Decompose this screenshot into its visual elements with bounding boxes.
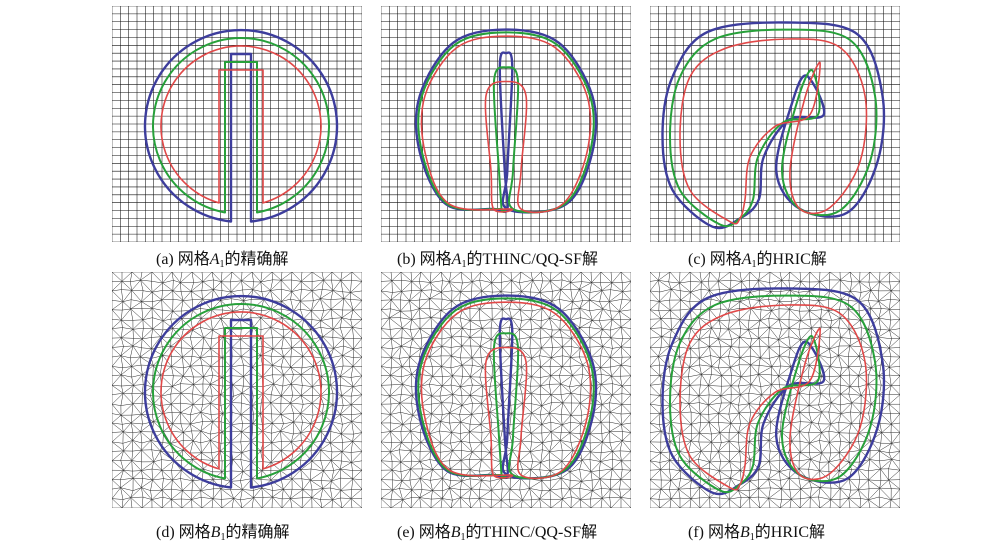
interface-outer bbox=[143, 28, 339, 223]
caption-var: A bbox=[451, 251, 462, 268]
structured-grid bbox=[650, 6, 900, 242]
caption-prefix: (f) 网格 bbox=[688, 524, 740, 541]
caption-sub: 1 bbox=[749, 532, 755, 543]
interface-inner bbox=[160, 45, 322, 204]
caption-var: B bbox=[210, 524, 221, 541]
caption-prefix: (b) 网格 bbox=[397, 251, 452, 268]
panel-b-figure bbox=[381, 6, 631, 242]
caption-d: (d) 网格B1的精确解 bbox=[156, 518, 289, 543]
interface-middle bbox=[669, 294, 878, 494]
caption-prefix: (a) 网格 bbox=[156, 251, 210, 268]
caption-prefix: (e) 网格 bbox=[397, 524, 451, 541]
caption-var: A bbox=[209, 251, 220, 268]
caption-e: (e) 网格B1的THINC/QQ-SF解 bbox=[397, 518, 597, 543]
caption-c: (c) 网格A1的HRIC解 bbox=[688, 245, 827, 270]
caption-prefix: (c) 网格 bbox=[688, 251, 742, 268]
panel-b bbox=[381, 6, 631, 242]
panel-a-figure bbox=[112, 6, 362, 242]
caption-suffix: 的精确解 bbox=[224, 251, 289, 268]
caption-var: B bbox=[450, 524, 461, 541]
interface-middle bbox=[152, 303, 330, 480]
interface-outer bbox=[414, 28, 598, 214]
caption-prefix: (d) 网格 bbox=[156, 524, 211, 541]
panel-c-figure bbox=[650, 6, 900, 242]
caption-b: (b) 网格A1的THINC/QQ-SF解 bbox=[397, 245, 598, 270]
caption-sub: 1 bbox=[461, 259, 467, 270]
panel-d bbox=[112, 272, 362, 508]
caption-suffix: 的THINC/QQ-SF解 bbox=[465, 524, 598, 541]
interface-outer bbox=[661, 287, 886, 496]
caption-suffix: 的THINC/QQ-SF解 bbox=[466, 251, 599, 268]
caption-suffix: 的HRIC解 bbox=[756, 251, 827, 268]
caption-suffix: 的精确解 bbox=[225, 524, 290, 541]
interface-outer bbox=[414, 294, 598, 480]
interface-inner bbox=[679, 304, 868, 491]
interface-outer bbox=[661, 21, 886, 230]
panel-e bbox=[381, 272, 631, 508]
triangular-mesh bbox=[650, 272, 900, 508]
interface-inner bbox=[160, 311, 322, 470]
interface-middle bbox=[152, 37, 330, 214]
panel-f bbox=[650, 272, 900, 508]
caption-var: B bbox=[740, 524, 750, 541]
interface-middle bbox=[669, 28, 878, 228]
panel-f-figure bbox=[650, 272, 900, 508]
caption-var: A bbox=[741, 251, 752, 268]
triangular-mesh bbox=[112, 272, 362, 508]
interface-middle bbox=[417, 31, 595, 214]
structured-grid bbox=[381, 6, 631, 242]
panel-e-figure bbox=[381, 272, 631, 508]
interface-outer bbox=[143, 294, 339, 489]
caption-sub: 1 bbox=[220, 532, 226, 543]
caption-f: (f) 网格B1的HRIC解 bbox=[688, 518, 825, 543]
caption-a: (a) 网格A1的精确解 bbox=[156, 245, 289, 270]
caption-sub: 1 bbox=[219, 259, 225, 270]
panel-c bbox=[650, 6, 900, 242]
caption-sub: 1 bbox=[460, 532, 466, 543]
panel-d-figure bbox=[112, 272, 362, 508]
interface-middle bbox=[417, 297, 595, 480]
interface-inner bbox=[679, 38, 868, 225]
caption-sub: 1 bbox=[751, 259, 757, 270]
caption-suffix: 的HRIC解 bbox=[754, 524, 826, 541]
interface-inner bbox=[420, 301, 592, 480]
interface-inner bbox=[420, 35, 592, 214]
panel-a bbox=[112, 6, 362, 242]
structured-grid bbox=[112, 6, 362, 242]
